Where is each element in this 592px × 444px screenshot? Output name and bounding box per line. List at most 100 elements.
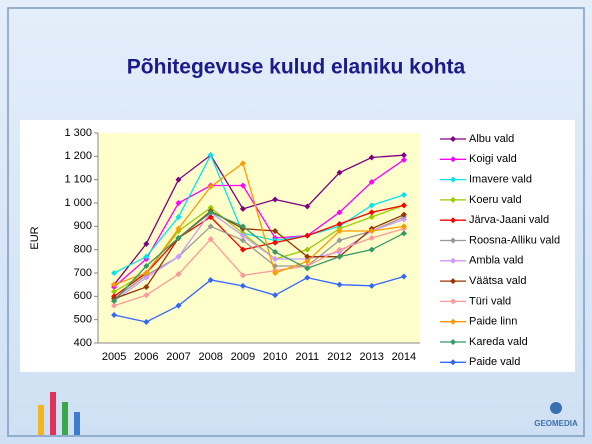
data-point xyxy=(336,228,343,234)
data-point xyxy=(400,191,407,198)
data-point xyxy=(239,282,246,289)
data-point xyxy=(175,271,182,278)
x-tick-label: 2006 xyxy=(134,351,158,363)
data-point xyxy=(207,183,214,190)
legend-label: Väätsa vald xyxy=(469,275,526,287)
data-point xyxy=(368,154,375,161)
data-point xyxy=(143,284,150,290)
x-tick-label: 2008 xyxy=(198,351,222,363)
data-point xyxy=(272,249,279,255)
data-point xyxy=(175,225,182,232)
data-point xyxy=(368,209,375,216)
data-point xyxy=(368,246,375,253)
series-line xyxy=(113,211,405,302)
data-point xyxy=(336,281,343,288)
legend-label: Koeru vald xyxy=(469,194,522,206)
series-line xyxy=(113,162,404,286)
legend-label: Kareda vald xyxy=(469,336,528,348)
x-tick-label: 2010 xyxy=(263,351,287,363)
data-point xyxy=(400,223,407,230)
legend-label: Järva-Jaani vald xyxy=(469,214,549,226)
data-point xyxy=(336,209,343,216)
legend-marker xyxy=(450,176,456,183)
series-line xyxy=(113,210,405,300)
series-line xyxy=(113,211,405,302)
data-point xyxy=(207,204,214,211)
legend-label: Imavere vald xyxy=(469,174,532,186)
legend-marker xyxy=(450,136,456,142)
data-point xyxy=(239,223,246,230)
data-point xyxy=(400,216,407,223)
data-point xyxy=(143,319,150,325)
data-point xyxy=(336,246,343,253)
data-point xyxy=(239,160,246,167)
data-point xyxy=(239,272,246,279)
data-point xyxy=(304,274,311,281)
logo: GEOMEDIA xyxy=(534,419,578,428)
data-point xyxy=(111,302,118,309)
data-point xyxy=(207,209,214,216)
data-point xyxy=(207,152,214,159)
x-tick-label: 2013 xyxy=(359,351,383,363)
legend-marker xyxy=(450,217,456,224)
data-point xyxy=(368,282,375,289)
data-point xyxy=(143,274,150,281)
data-point xyxy=(207,223,214,230)
series-line xyxy=(113,153,405,274)
legend-label: Roosna-Alliku vald xyxy=(469,234,560,246)
data-point xyxy=(143,292,150,299)
legend-label: Albu vald xyxy=(469,133,514,145)
data-point xyxy=(272,239,279,246)
slide-border xyxy=(7,7,585,437)
legend-marker xyxy=(450,278,456,285)
data-point xyxy=(368,179,375,185)
y-axis-label: EUR xyxy=(29,226,41,249)
y-tick-label: 900 xyxy=(74,220,92,232)
legend-label: Ambla vald xyxy=(469,255,523,267)
y-tick-label: 1 100 xyxy=(64,174,92,186)
data-point xyxy=(175,235,182,241)
data-point xyxy=(207,277,214,283)
data-point xyxy=(239,182,246,189)
data-point xyxy=(400,211,407,218)
data-point xyxy=(239,205,246,212)
data-point xyxy=(304,246,311,253)
data-point xyxy=(304,258,311,265)
series-line xyxy=(113,204,405,297)
legend-marker xyxy=(450,196,456,203)
x-tick-label: 2012 xyxy=(327,351,351,363)
series-line xyxy=(113,154,404,286)
legend-label: Koigi vald xyxy=(469,153,517,165)
series-line xyxy=(113,228,405,307)
data-point xyxy=(239,237,246,244)
data-point xyxy=(272,228,279,234)
data-point xyxy=(111,270,118,276)
data-point xyxy=(175,214,182,220)
data-point xyxy=(400,202,407,209)
data-point xyxy=(143,240,150,247)
data-point xyxy=(400,152,407,159)
data-point xyxy=(336,237,343,244)
data-point xyxy=(272,196,279,203)
series-line xyxy=(113,216,405,300)
data-point xyxy=(304,265,311,272)
y-tick-label: 600 xyxy=(74,290,92,302)
data-point xyxy=(368,235,375,241)
y-tick-label: 1 300 xyxy=(64,127,92,139)
legend-marker xyxy=(450,339,456,345)
data-point xyxy=(400,156,407,163)
y-tick-label: 700 xyxy=(74,267,92,279)
data-point xyxy=(175,253,182,260)
data-point xyxy=(400,230,407,237)
legend-label: Paide linn xyxy=(469,316,517,328)
plot-area xyxy=(98,133,420,343)
data-point xyxy=(143,253,150,260)
y-tick-label: 400 xyxy=(74,337,92,349)
data-point xyxy=(368,228,375,234)
y-tick-label: 800 xyxy=(74,244,92,256)
data-point xyxy=(143,270,150,276)
legend-marker xyxy=(450,298,456,305)
chart-title: Põhitegevuse kulud elaniku kohta xyxy=(127,56,466,79)
